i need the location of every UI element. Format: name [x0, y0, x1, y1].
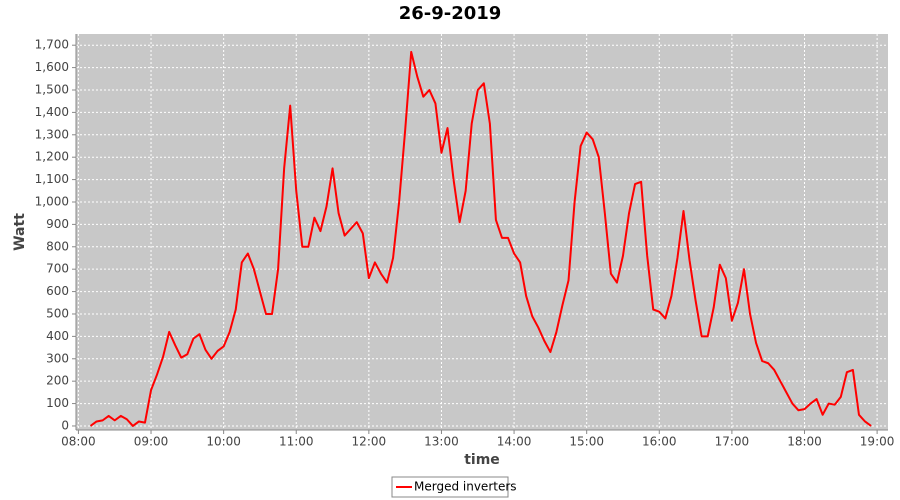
y-tick-label: 100 [46, 396, 69, 410]
x-tick-label: 14:00 [497, 435, 532, 449]
y-tick-label: 1,300 [35, 127, 69, 141]
y-axis-label: Watt [12, 213, 28, 251]
y-tick-label: 600 [46, 284, 69, 298]
y-tick-label: 1,600 [35, 60, 69, 74]
y-tick-label: 1,700 [35, 38, 69, 52]
x-tick-label: 19:00 [860, 435, 895, 449]
y-tick-label: 900 [46, 217, 69, 231]
series-line [89, 50, 872, 427]
legend-box [391, 476, 509, 498]
y-tick-label: 700 [46, 262, 69, 276]
grid [76, 34, 888, 430]
x-tick-label: 09:00 [134, 435, 169, 449]
x-tick-label: 12:00 [352, 435, 387, 449]
x-axis-label: time [464, 452, 500, 468]
legend-label: Merged inverters [414, 480, 517, 494]
x-tick-label: 15:00 [569, 435, 604, 449]
y-tick-label: 1,200 [35, 150, 69, 164]
y-tick-label: 1,100 [35, 172, 69, 186]
y-tick-label: 1,400 [35, 105, 69, 119]
x-tick-label: 16:00 [642, 435, 677, 449]
x-tick-label: 18:00 [787, 435, 822, 449]
x-tick-label: 17:00 [715, 435, 750, 449]
y-tick-label: 800 [46, 239, 69, 253]
y-tick-label: 1,000 [35, 194, 69, 208]
chart-title: 26-9-2019 [399, 3, 502, 24]
marks [89, 50, 872, 427]
legend: Merged inverters [391, 476, 517, 498]
y-tick-label: 300 [46, 351, 69, 365]
y-tick-label: 1,500 [35, 82, 69, 96]
x-tick-label: 10:00 [206, 435, 241, 449]
y-tick-label: 0 [61, 418, 69, 432]
y-tick-label: 200 [46, 374, 69, 388]
y-tick-label: 500 [46, 306, 69, 320]
x-tick-label: 08:00 [61, 435, 96, 449]
y-tick-label: 400 [46, 329, 69, 343]
plot-area [76, 34, 888, 430]
x-tick-label: 11:00 [279, 435, 314, 449]
x-tick-label: 13:00 [424, 435, 459, 449]
